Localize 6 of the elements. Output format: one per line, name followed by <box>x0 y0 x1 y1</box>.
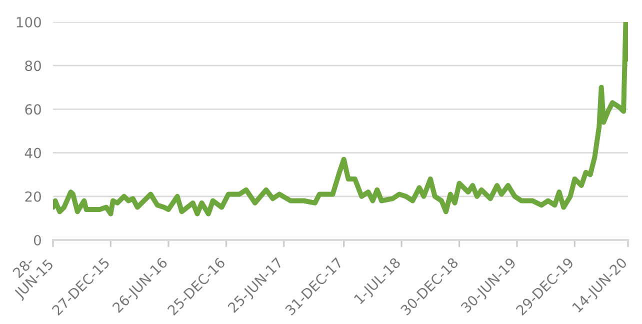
y-tick-label: 20 <box>25 191 41 202</box>
y-tick-label: 100 <box>16 16 41 28</box>
y-tick-label: 0 <box>34 234 41 246</box>
y-tick-label: 40 <box>24 148 41 158</box>
y-tick-label: 60 <box>25 104 41 115</box>
y-tick-label: 80 <box>25 60 41 72</box>
